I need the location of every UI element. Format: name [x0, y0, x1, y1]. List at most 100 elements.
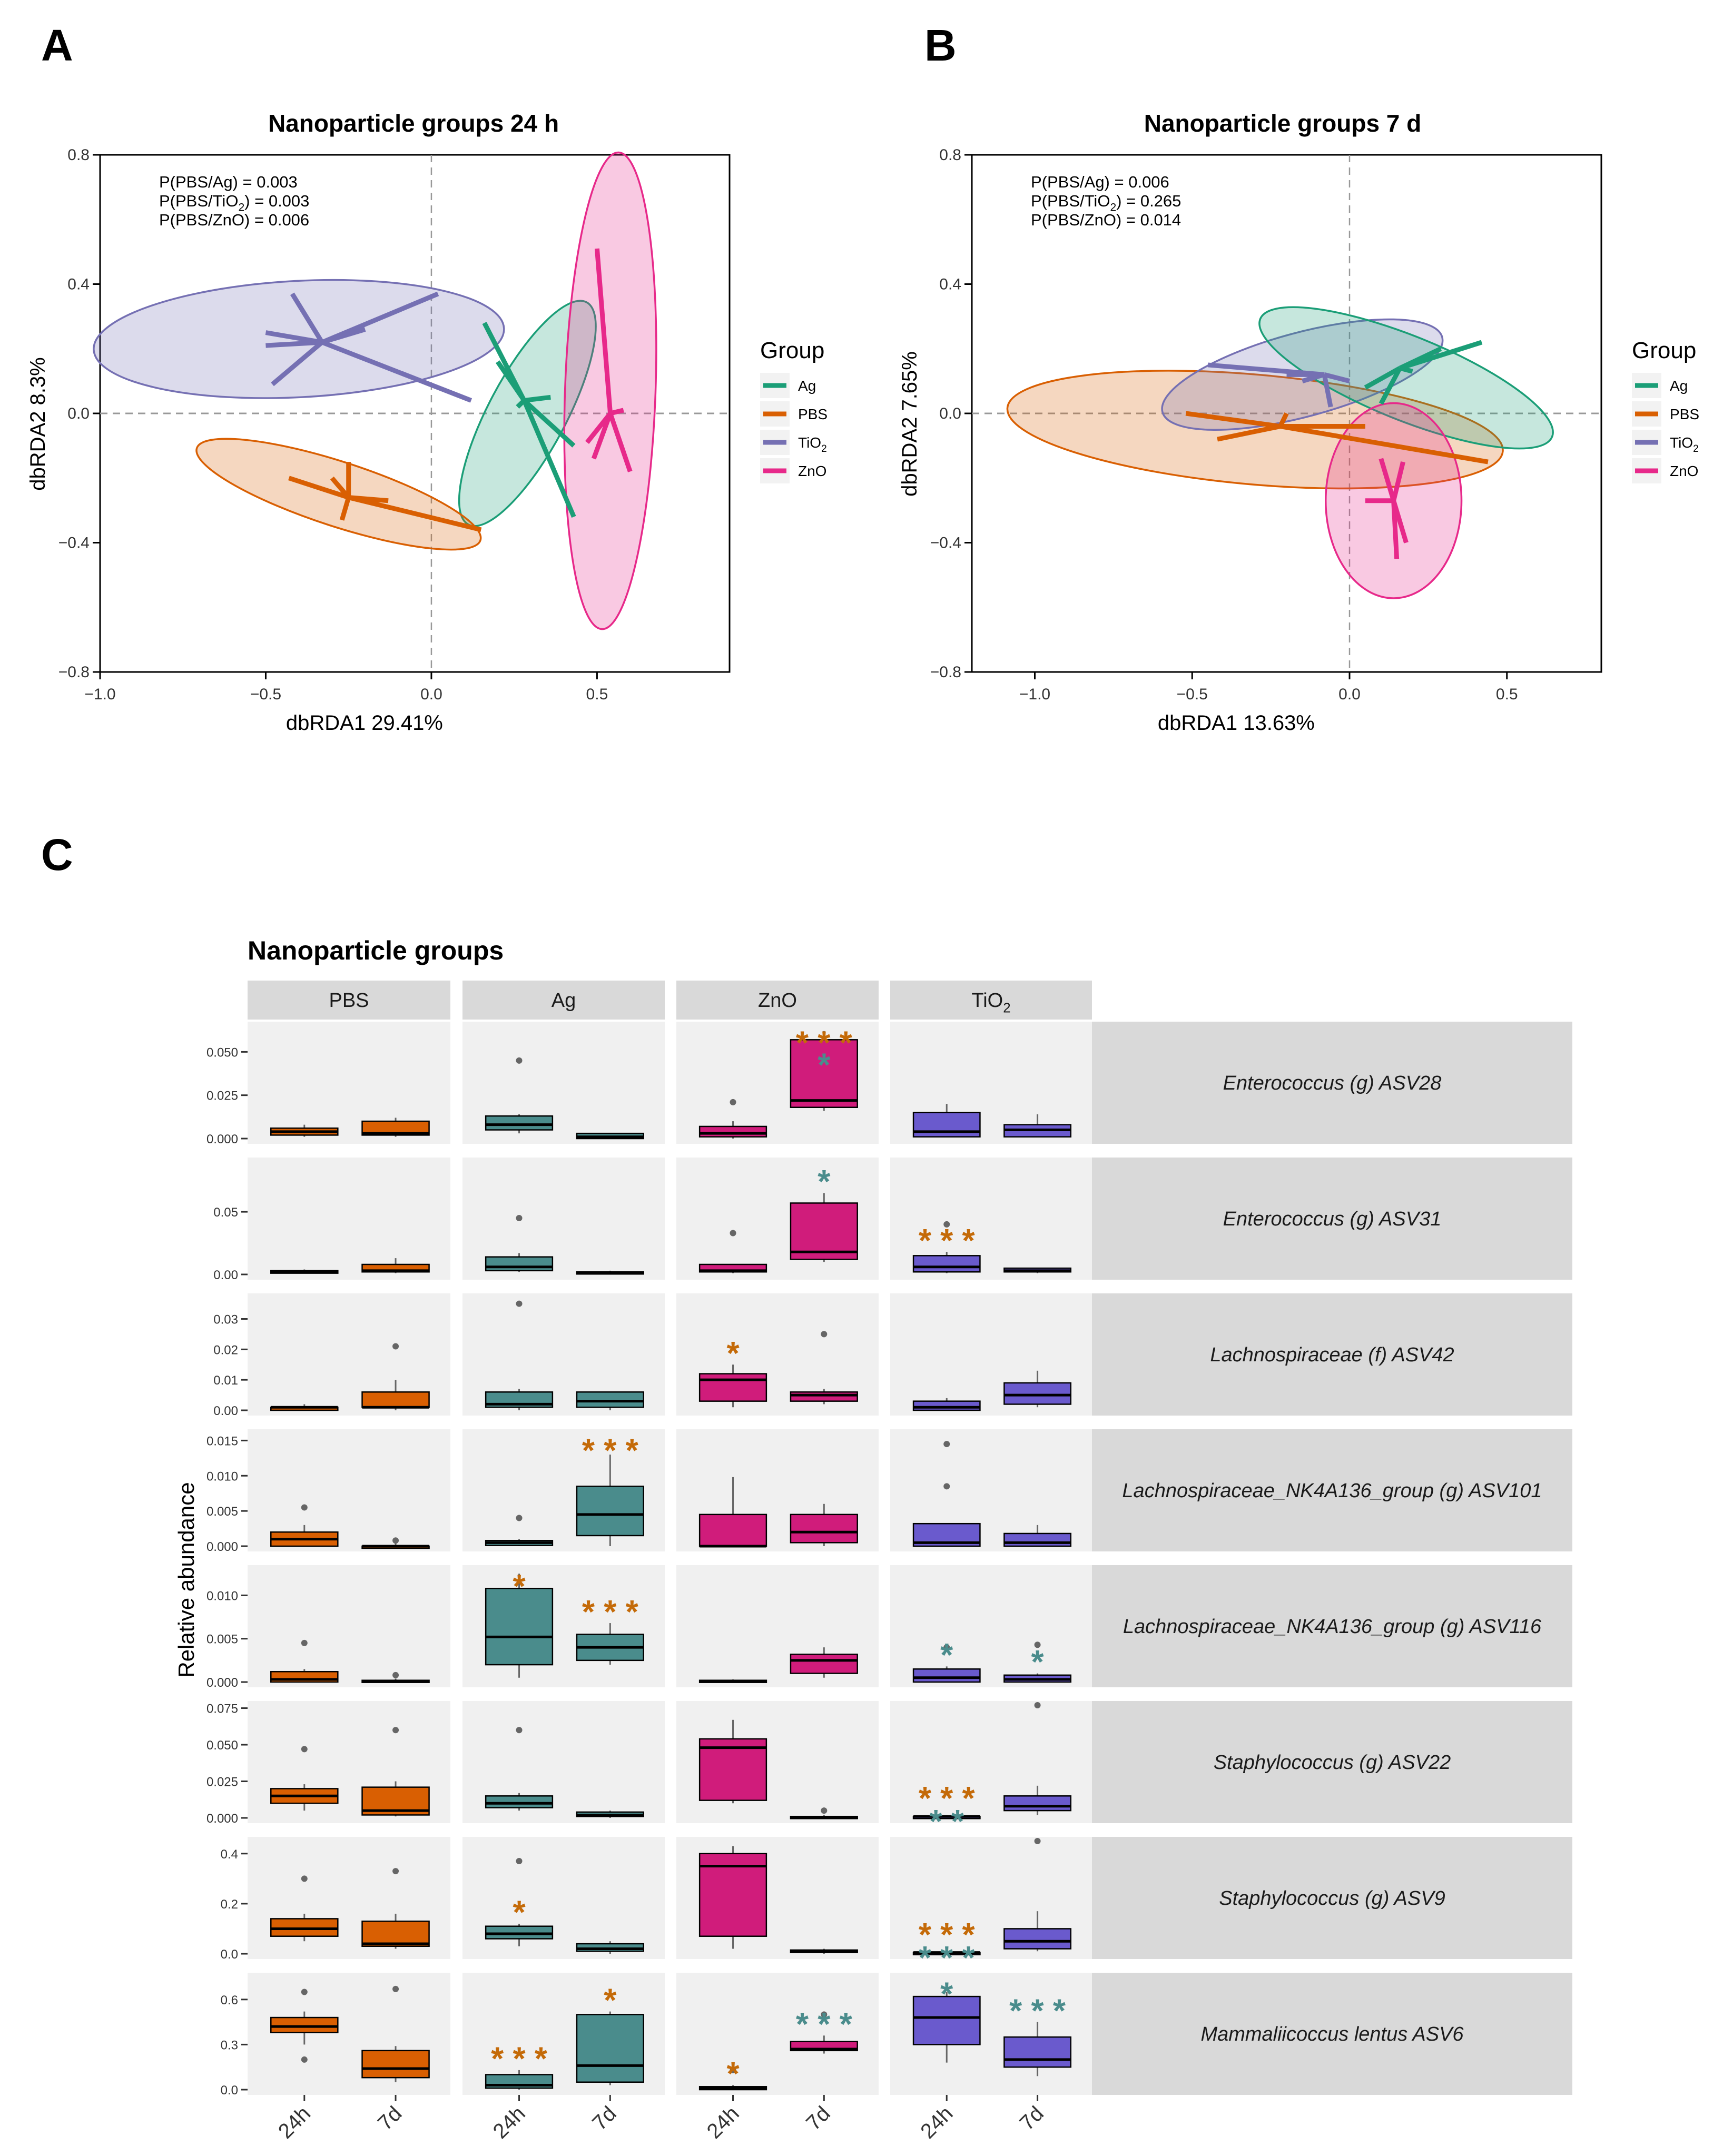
box-Ag-24h	[485, 1587, 554, 1666]
spider-segment-Ag	[524, 394, 551, 403]
y-tick-label: 0.8	[67, 146, 90, 164]
x-tick-label: 7d	[588, 2102, 621, 2135]
ordination-plot-7d: −1.0 −0.5 0.0 0.5 −0.8 −0.4 0.0 0.4 0.8 dbRDA1 13…	[898, 110, 1699, 735]
x-tick-label: 0.0	[1338, 686, 1361, 703]
significance-mark: * *	[929, 1804, 964, 1840]
x-axis-label: dbRDA1 29.41%	[286, 711, 443, 735]
chart-title: Nanoparticle groups	[248, 936, 504, 965]
y-tick-label: 0.005	[206, 1633, 238, 1647]
panel-label-c: C	[41, 830, 73, 879]
legend-label-TiO2: TiO2	[1670, 434, 1699, 454]
facet-panel-bg	[248, 1158, 450, 1280]
y-tick-label: 0.050	[206, 1738, 238, 1753]
y-tick-label: 0.05	[213, 1205, 238, 1220]
facet-header-bg	[890, 981, 1092, 1020]
box-Ag-7d	[576, 1486, 644, 1537]
x-axis-label: dbRDA1 13.63%	[1158, 711, 1315, 735]
box-ZnO-24h	[698, 1738, 767, 1801]
box-TiO2-24h	[912, 1255, 981, 1273]
outlier-point	[516, 1215, 523, 1221]
box-PBS-7d	[361, 2050, 430, 2079]
significance-mark: *	[1031, 1644, 1045, 1680]
row-strip-label: Mammaliicoccus lentus ASV6	[1200, 2023, 1464, 2045]
spider-segment-ZnO	[1379, 458, 1396, 502]
spider-segment-ZnO	[594, 248, 613, 414]
box-TiO2-7d	[1003, 1532, 1072, 1547]
x-tick-label: −0.5	[250, 686, 281, 703]
y-tick-label: 0.000	[206, 1540, 238, 1554]
y-tick-label: −0.8	[930, 664, 961, 681]
x-tick-label: −0.5	[1177, 686, 1208, 703]
box-ZnO-7d	[790, 1391, 858, 1402]
panel-label-a: A	[41, 21, 73, 70]
x-tick-label: 0.0	[420, 686, 442, 703]
box-PBS-7d	[361, 1391, 430, 1408]
outlier-point	[516, 1727, 523, 1734]
box-ZnO-7d	[790, 1654, 858, 1674]
y-tick-label: 0.01	[213, 1373, 238, 1388]
significance-mark: * * *	[919, 1781, 976, 1817]
x-tick-label: 24h	[703, 2102, 744, 2143]
boxplot-grid: Nanoparticle groups PBS Ag ZnO TiO2 Relative …	[174, 936, 1572, 2143]
x-tick-label: 7d	[802, 2102, 835, 2135]
facet-row: 0.00 0.05 * * * * Enterococcus (g) ASV31	[213, 1158, 1572, 1282]
outlier-point	[301, 1989, 308, 1995]
facet-panel-bg	[676, 1973, 879, 2095]
spider-segment-TiO2	[1324, 372, 1351, 383]
row-strip-bg	[1092, 1022, 1572, 1144]
y-tick-label: 0.0	[221, 1947, 238, 1962]
y-tick-label: 0.0	[221, 2083, 238, 2098]
legend-label-PBS: PBS	[1670, 406, 1699, 422]
facet-panel-bg	[890, 1565, 1092, 1687]
y-axis-label: Relative abundance	[174, 1482, 199, 1677]
spider-segment-Ag	[516, 399, 526, 409]
outlier-point	[943, 1441, 950, 1448]
outlier-point	[730, 2066, 736, 2073]
y-tick-label: 0.075	[206, 1702, 238, 1716]
box-Ag-24h	[485, 1256, 554, 1272]
box-Ag-7d	[576, 2014, 644, 2083]
facet-header-bg	[676, 981, 879, 1020]
facet-row: 0.00 0.01 0.02 0.03 * Lachnospiraceae (f) ASV…	[213, 1293, 1572, 1418]
x-tick-label: −1.0	[84, 686, 115, 703]
facet-panel-bg	[248, 1429, 450, 1551]
facet-header-bg	[248, 981, 450, 1020]
spider-segment-TiO2	[321, 327, 366, 345]
outlier-point	[1034, 1702, 1041, 1708]
significance-mark: *	[818, 1047, 831, 1084]
legend-title: Group	[760, 338, 824, 363]
y-tick-label: 0.010	[206, 1469, 238, 1484]
box-TiO2-24h	[912, 1668, 981, 1683]
box-ZnO-7d	[790, 1202, 858, 1260]
outlier-point	[301, 1746, 308, 1753]
y-tick-label: 0.050	[206, 1045, 238, 1060]
y-tick-label: 0.6	[221, 1993, 238, 2007]
significance-mark: * * *	[491, 2041, 548, 2078]
spider-segment-PBS	[1279, 424, 1489, 464]
y-tick-label: 0.0	[67, 405, 90, 422]
row-strip-bg	[1092, 1293, 1572, 1416]
significance-mark: * * *	[1009, 1993, 1066, 2029]
y-tick-label: 0.025	[206, 1775, 238, 1789]
outlier-point	[392, 1343, 399, 1350]
facet-row: 0.0 0.2 0.4 * * * ** * * Staphylococcus (g) A…	[221, 1837, 1572, 1976]
facet-header-Ag: Ag	[552, 990, 576, 1012]
y-tick-label: 0.03	[213, 1312, 238, 1327]
p-value-annotation: P(PBS/TiO2) = 0.265	[1031, 192, 1181, 214]
y-axis-label: dbRDA2 8.3%	[26, 357, 50, 490]
y-tick-label: 0.02	[213, 1343, 238, 1357]
outlier-point	[1034, 1641, 1041, 1648]
chart-title: Nanoparticle groups 7 d	[1144, 110, 1422, 137]
box-Ag-24h	[485, 1795, 554, 1808]
legend-label-Ag: Ag	[1670, 378, 1688, 394]
ellipse-Ag	[1258, 306, 1554, 450]
significance-mark: * * *	[919, 1940, 976, 1976]
x-tick-label: 7d	[1015, 2102, 1048, 2135]
spider-segment-Ag	[1399, 365, 1413, 374]
spider-segment-PBS	[1185, 411, 1281, 429]
significance-mark: * * *	[796, 1025, 853, 1062]
box-Ag-24h	[485, 1115, 554, 1131]
outlier-point	[516, 1515, 523, 1521]
outlier-point	[392, 1537, 399, 1544]
legend-label-TiO2: TiO2	[798, 434, 827, 454]
